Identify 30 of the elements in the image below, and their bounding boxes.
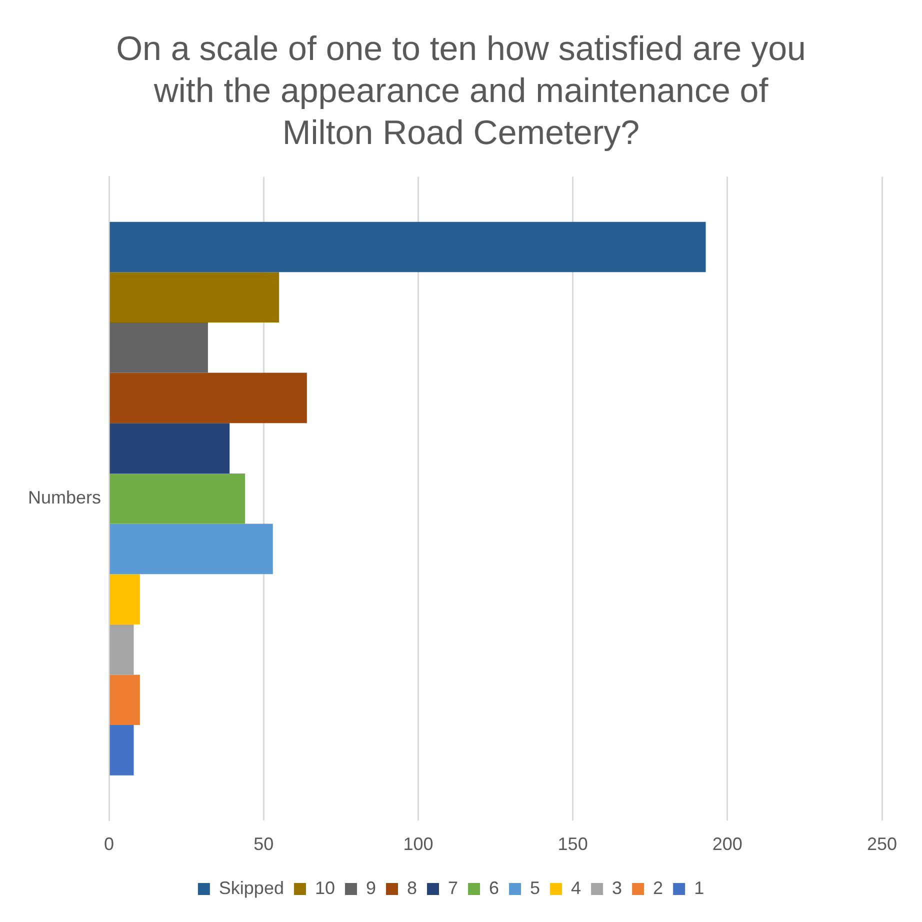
bar: [110, 272, 280, 322]
x-tick-label: 200: [712, 834, 742, 854]
bar: [110, 674, 140, 726]
legend-label: 8: [406, 878, 418, 898]
bar: [110, 624, 134, 675]
x-tick-label: 250: [866, 834, 898, 854]
legend-label: 1: [694, 878, 704, 898]
bar: [110, 574, 140, 624]
bar: [110, 372, 307, 424]
chart-title: On a scale of one to ten how satisfied are you with the appearance and maintenance of Milton Road Cemetery?: [115, 29, 807, 154]
legend-label: 3: [612, 878, 622, 898]
bar: [110, 222, 706, 272]
x-tick-label: 50: [254, 834, 274, 854]
legend-label: 9: [366, 878, 376, 898]
legend-label: 7: [448, 878, 458, 898]
legend-label: 10: [314, 878, 335, 898]
bar: [110, 524, 273, 574]
bar: [110, 725, 134, 776]
legend-label: 4: [571, 878, 582, 898]
y-tick-label: Numbers: [28, 488, 102, 508]
bar: [110, 423, 230, 474]
legend-label: Skipped: [218, 878, 284, 898]
legend-label: 6: [489, 878, 500, 898]
x-tick-label: 100: [403, 834, 434, 854]
bar: [110, 473, 246, 524]
legend-label: 5: [530, 878, 540, 898]
x-tick-label: 0: [104, 834, 114, 854]
bar: [110, 322, 208, 373]
legend-label: 2: [653, 878, 664, 898]
x-tick-label: 150: [558, 834, 588, 854]
